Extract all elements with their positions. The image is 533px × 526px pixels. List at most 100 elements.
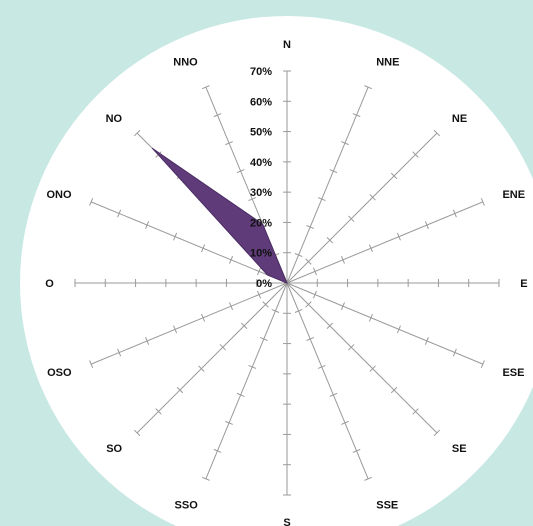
spoke-tick [89, 360, 94, 369]
spoke-ne [286, 132, 438, 284]
direction-label-so: SO [106, 443, 122, 455]
direction-label-nno: NNO [173, 57, 198, 69]
spoke-tick [369, 194, 376, 201]
spoke-ene [286, 201, 484, 284]
tick-label: 20% [250, 217, 272, 229]
spoke-tick [480, 360, 485, 369]
spoke-tick [259, 336, 268, 341]
spoke-tick [312, 267, 317, 276]
spoke-tick [117, 209, 122, 218]
spoke-tick [155, 408, 162, 415]
direction-label-oso: OSO [47, 367, 72, 379]
spoke-tick [89, 197, 94, 206]
spoke-tick [412, 151, 419, 158]
radial-tick-labels: 0% 10% 20% 30% 40% 50% 60% 70% [250, 66, 272, 290]
spoke-tick [201, 244, 206, 253]
spoke-tick [368, 313, 373, 322]
tick-label: 70% [250, 66, 272, 78]
spoke-tick [341, 420, 349, 425]
spoke-nne [286, 86, 369, 284]
spoke-tick [396, 232, 401, 241]
spoke-tick [424, 337, 429, 345]
spoke-ono [90, 201, 288, 284]
spoke-tick [262, 301, 269, 308]
spoke-tick [248, 364, 257, 369]
spoke-ese [286, 282, 484, 365]
tick-label: 40% [250, 157, 272, 169]
spoke-tick [424, 221, 429, 229]
spoke-tick [369, 365, 376, 372]
spoke-tick [329, 169, 338, 174]
direction-label-ene: ENE [502, 189, 525, 201]
spoke-tick [312, 290, 317, 299]
direction-label-o: O [45, 278, 54, 290]
spoke-tick [145, 337, 150, 345]
spoke-tick [198, 365, 205, 372]
direction-label-nne: NNE [376, 57, 399, 69]
spoke-tick [201, 85, 210, 90]
spoke-tick [306, 336, 315, 341]
spoke-tick [352, 113, 361, 118]
spoke-tick [340, 255, 345, 264]
spoke-tick [294, 308, 303, 313]
tick-label: 60% [250, 96, 272, 108]
spoke-tick [117, 348, 122, 357]
spoke-tick [145, 221, 150, 229]
spoke-tick [173, 325, 178, 334]
spoke-tick [201, 313, 206, 322]
tick-label: 50% [250, 127, 272, 139]
direction-label-n: N [283, 39, 291, 51]
spoke-tick [176, 386, 184, 394]
direction-label-ese: ESE [502, 367, 524, 379]
spoke-tick [390, 386, 398, 394]
tick-label: 30% [250, 187, 272, 199]
spoke-oso [90, 282, 288, 365]
spoke-tick [305, 301, 312, 308]
spoke-tick [326, 236, 334, 244]
direction-labels: N NNE NE ENE E ESE SE SSE S SSO SO OSO O ONO NO NNO [45, 39, 527, 526]
spoke-tick [364, 476, 373, 481]
direction-label-ono: ONO [46, 189, 72, 201]
spoke-tick [433, 129, 441, 137]
spoke-tick [390, 172, 398, 180]
spoke-tick [271, 308, 280, 313]
spoke-tick [133, 129, 141, 137]
spoke-tick [225, 420, 233, 425]
spoke-tick [317, 197, 326, 202]
spoke-tick [219, 344, 226, 351]
spoke-tick [305, 258, 312, 265]
spoke-tick [294, 253, 303, 258]
spoke-tick [340, 302, 345, 311]
spoke-tick [240, 322, 248, 330]
spoke-tick [326, 322, 334, 330]
spoke-tick [348, 215, 355, 222]
spoke-tick [348, 344, 355, 351]
spoke-tick [368, 244, 373, 253]
spoke-sse [286, 282, 369, 480]
spoke-tick [396, 325, 401, 334]
spoke-tick [201, 476, 210, 481]
spoke-tick [412, 408, 419, 415]
spoke-tick [236, 169, 245, 174]
direction-label-s: S [283, 517, 290, 526]
spoke-tick [133, 429, 141, 437]
spoke-tick [213, 113, 222, 118]
spoke-tick [433, 429, 441, 437]
spoke-tick [248, 197, 257, 202]
spoke-tick [257, 290, 262, 299]
series-layer [151, 147, 288, 284]
spoke-tick [213, 448, 222, 453]
tick-label: 10% [250, 248, 272, 260]
spoke-tick [173, 232, 178, 241]
tick-label: 0% [256, 278, 272, 290]
spoke-se [286, 282, 438, 434]
spoke-tick [236, 392, 245, 397]
spoke-tick [257, 267, 262, 276]
spoke-tick [225, 141, 233, 146]
spoke-tick [341, 141, 349, 146]
spoke-tick [306, 225, 315, 230]
spoke-tick [480, 197, 485, 206]
direction-label-sse: SSE [376, 499, 398, 511]
spoke-so [136, 282, 288, 434]
